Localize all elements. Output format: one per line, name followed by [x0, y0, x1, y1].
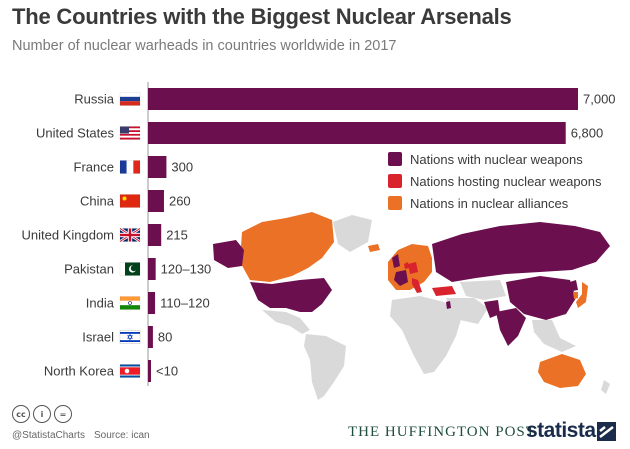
category-label: Pakistan [64, 262, 114, 277]
map-uk [392, 254, 400, 268]
partner-logo[interactable]: THE HUFFINGTON POST [348, 424, 536, 440]
bar [148, 224, 162, 246]
bar [148, 326, 153, 348]
value-label: 120–130 [161, 262, 212, 277]
legend-label-nuclear: Nations with nuclear weapons [410, 151, 583, 167]
legend-label-hosting: Nations hosting nuclear weapons [410, 173, 602, 189]
license-icons: cc i = [12, 405, 72, 423]
category-label: India [86, 296, 115, 311]
bar [148, 292, 156, 314]
bar [148, 88, 578, 110]
bar [148, 156, 167, 178]
value-label: 6,800 [571, 126, 604, 141]
category-label: China [80, 194, 115, 209]
map-japan [576, 282, 588, 308]
bar [148, 190, 164, 212]
legend-item-hosting: Nations hosting nuclear weapons [388, 170, 602, 192]
cc-icon[interactable]: cc [12, 405, 30, 423]
category-label: Russia [74, 92, 115, 107]
bar [148, 360, 151, 382]
legend: Nations with nuclear weapons Nations hos… [388, 148, 602, 214]
map-central-asia [460, 280, 506, 300]
map-middle-east [446, 298, 488, 324]
statista-handle[interactable]: @StatistaCharts [12, 430, 85, 441]
map-benelux [404, 262, 409, 269]
map-canada [240, 212, 334, 282]
map-southeast-asia [532, 320, 576, 352]
map-pakistan [484, 300, 500, 318]
chart-subtitle: Number of nuclear warheads in countries … [12, 38, 397, 54]
category-label: North Korea [44, 364, 115, 379]
india-flag-icon [119, 296, 141, 310]
category-label: France [74, 160, 114, 175]
bar [148, 122, 566, 144]
chart-title: The Countries with the Biggest Nuclear A… [12, 4, 512, 29]
map-mexico [262, 310, 310, 334]
russia-flag-icon [119, 92, 141, 106]
map-usa [250, 278, 332, 312]
map-africa [390, 296, 462, 374]
map-south-korea [573, 292, 578, 299]
value-label: 80 [158, 330, 172, 345]
category-label: United Kingdom [22, 228, 115, 243]
uk-flag-icon [119, 227, 141, 243]
map-iceland [368, 244, 380, 252]
map-israel [446, 301, 451, 309]
map-italy [412, 278, 422, 293]
bar [148, 258, 156, 280]
map-germany [408, 262, 418, 274]
map-india [496, 308, 526, 346]
legend-item-nuclear: Nations with nuclear weapons [388, 148, 602, 170]
value-label: 260 [169, 194, 191, 209]
map-china [506, 276, 576, 320]
israel-flag-icon [119, 330, 141, 344]
legend-label-alliance: Nations in nuclear alliances [410, 195, 569, 211]
legend-swatch-hosting [388, 174, 402, 188]
statista-logo-icon [597, 422, 616, 441]
map-alaska [213, 240, 244, 268]
france-flag-icon [119, 160, 141, 174]
legend-swatch-nuclear [388, 152, 402, 166]
map-france [394, 270, 408, 286]
usa-flag-icon [119, 126, 141, 140]
value-label: 215 [166, 228, 188, 243]
pakistan-flag-icon [119, 262, 141, 276]
legend-swatch-alliance [388, 196, 402, 210]
chart-canvas: Russia 7,000 United States 6,800 France 300 Ch… [22, 82, 616, 400]
value-label: <10 [156, 364, 178, 379]
map-australia [538, 354, 586, 388]
map-greenland [333, 215, 372, 252]
map-south-america [304, 334, 346, 400]
north-korea-flag-icon [119, 364, 141, 378]
value-label: 7,000 [583, 92, 616, 107]
statista-logo[interactable]: statista [526, 419, 596, 442]
map-new-zealand [601, 380, 610, 394]
map-north-korea [570, 280, 578, 291]
category-label: United States [36, 126, 115, 141]
map-turkey [432, 286, 456, 296]
value-label: 110–120 [160, 296, 210, 311]
map-russia [432, 222, 610, 282]
china-flag-icon [119, 194, 141, 208]
nd-icon[interactable]: = [54, 405, 72, 423]
value-label: 300 [171, 160, 193, 175]
bar-group: Russia 7,000 United States 6,800 France 300 Ch… [22, 88, 616, 382]
legend-item-alliance: Nations in nuclear alliances [388, 192, 602, 214]
world-map [213, 212, 610, 400]
source-note: Source: ican [94, 430, 150, 441]
by-icon[interactable]: i [33, 405, 51, 423]
category-label: Israel [82, 330, 114, 345]
